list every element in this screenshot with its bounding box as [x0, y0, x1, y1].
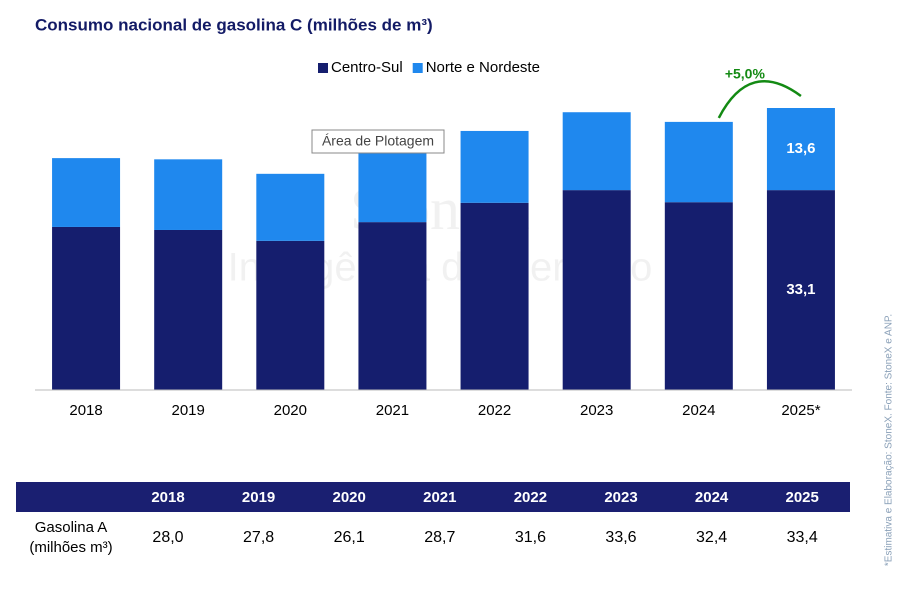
x-tick-label: 2021	[376, 402, 409, 419]
table-cell: 28,0	[152, 529, 183, 546]
x-tick-label: 2022	[478, 402, 511, 419]
legend-swatch	[318, 63, 328, 73]
bar-segment	[562, 112, 631, 191]
row-label: Gasolina A	[35, 519, 108, 536]
bar-segment	[664, 202, 733, 390]
x-tick-label: 2024	[682, 402, 715, 419]
table-header-band	[16, 482, 850, 512]
table-cell: 28,7	[424, 529, 455, 546]
x-tick-label: 2025*	[781, 402, 820, 419]
table-cell: 33,6	[605, 529, 636, 546]
bar-segment	[52, 158, 121, 227]
table-header: 2023	[604, 489, 637, 506]
table-header: 2019	[242, 489, 275, 506]
table-cell: 27,8	[243, 529, 274, 546]
bar-segment	[52, 226, 121, 390]
data-label: 13,6	[786, 140, 815, 157]
table-cell: 31,6	[515, 529, 546, 546]
bar-segment	[154, 159, 223, 230]
tooltip-box	[311, 129, 445, 154]
x-tick-label: 2018	[69, 402, 102, 419]
chart-title: Consumo nacional de gasolina C (milhões …	[35, 15, 433, 34]
bar-segment	[358, 147, 427, 223]
bar-segment	[766, 108, 835, 191]
bar-segment	[460, 130, 529, 203]
bar-segment	[358, 222, 427, 390]
bar-segment	[766, 190, 835, 390]
table-header: 2021	[423, 489, 456, 506]
data-label: 33,1	[786, 281, 815, 298]
legend-label: Centro-Sul	[331, 59, 403, 76]
table-header: 2022	[514, 489, 547, 506]
legend-label: Norte e Nordeste	[426, 59, 540, 76]
x-tick-label: 2023	[580, 402, 613, 419]
table-header: 2025	[786, 489, 819, 506]
growth-arc	[717, 80, 802, 119]
table-cell: 33,4	[787, 529, 818, 546]
table-header: 2018	[151, 489, 184, 506]
bar-segment	[460, 202, 529, 390]
tooltip: Área de Plotagem	[322, 133, 434, 149]
annotation: +5,0%	[725, 66, 766, 82]
footnote: *Estimativa e Elaboração: StoneX. Fonte:…	[884, 314, 895, 566]
table-header: 2024	[695, 489, 729, 506]
row-label: (milhões m³)	[29, 539, 112, 556]
x-tick-label: 2019	[172, 402, 205, 419]
bar-segment	[664, 121, 733, 203]
bar-segment	[154, 229, 223, 390]
bar-segment	[256, 240, 325, 390]
bar-segment	[256, 173, 325, 241]
x-tick-label: 2020	[274, 402, 307, 419]
bar-segment	[562, 190, 631, 390]
table-cell: 26,1	[334, 529, 365, 546]
table-cell: 32,4	[696, 529, 727, 546]
legend-swatch	[412, 63, 423, 73]
table-header: 2020	[333, 489, 366, 506]
